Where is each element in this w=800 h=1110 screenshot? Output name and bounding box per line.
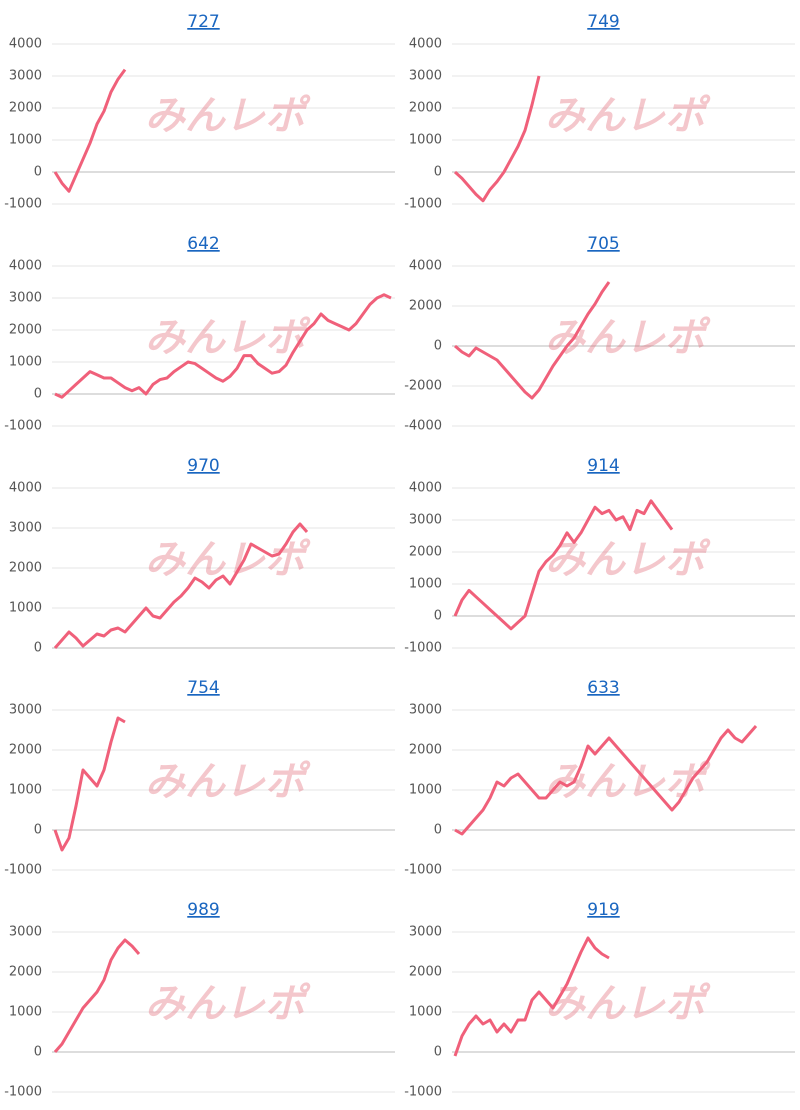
y-tick-label: 0 [434, 165, 442, 180]
y-tick-label: 2000 [9, 101, 42, 116]
y-tick-label: -1000 [404, 863, 442, 878]
y-tick-label: 2000 [409, 545, 442, 560]
line [454, 725, 758, 836]
chart-title[interactable]: 970 [187, 456, 219, 476]
y-tick-label: 3000 [9, 521, 42, 536]
line [53, 938, 141, 1053]
chart-title[interactable]: 705 [587, 234, 619, 254]
chart-panel: 914 -1000 0 1000 2000 3000 4000 みんレポ [404, 456, 795, 656]
watermark: みんレポ [145, 981, 311, 1027]
y-tick-label: -1000 [4, 863, 42, 878]
line [453, 75, 541, 203]
y-tick-label: 3000 [9, 703, 42, 718]
y-tick-label: 0 [434, 339, 442, 354]
chart-title[interactable]: 754 [187, 678, 219, 698]
y-tick-label: -1000 [404, 641, 442, 656]
y-tick-label: -1000 [404, 197, 442, 212]
chart-panel: 919 -1000 0 1000 2000 3000 みんレポ [404, 900, 795, 1100]
line [454, 281, 611, 400]
y-tick-label: 4000 [9, 481, 42, 496]
y-tick-label: 1000 [9, 601, 42, 616]
y-tick-label: 0 [34, 641, 42, 656]
y-tick-label: 1000 [409, 1005, 442, 1020]
y-tick-label: 3000 [409, 925, 442, 940]
chart-title[interactable]: 989 [187, 900, 219, 920]
y-tick-label: 4000 [9, 37, 42, 52]
watermark: みんレポ [145, 537, 311, 583]
y-tick-label: 3000 [9, 291, 42, 306]
y-tick-label: 0 [34, 387, 42, 402]
y-tick-label: -1000 [4, 197, 42, 212]
y-tick-label: 1000 [409, 783, 442, 798]
watermark: みんレポ [545, 981, 711, 1027]
y-tick-label: 0 [434, 609, 442, 624]
y-tick-label: 4000 [409, 37, 442, 52]
y-tick-label: 3000 [409, 513, 442, 528]
y-tick-label: 2000 [409, 101, 442, 116]
y-tick-label: 1000 [9, 355, 42, 370]
y-tick-label: 2000 [409, 743, 442, 758]
y-tick-label: 0 [34, 165, 42, 180]
y-tick-label: 1000 [409, 133, 442, 148]
y-tick-label: 2000 [9, 561, 42, 576]
y-tick-label: 3000 [9, 925, 42, 940]
chart-panel: 754 -1000 0 1000 2000 3000 みんレポ [4, 678, 395, 878]
y-tick-label: 4000 [409, 481, 442, 496]
line [53, 68, 127, 193]
chart-panel: 727 -1000 0 1000 2000 3000 4000 みんレポ [4, 12, 395, 212]
y-tick-label: -2000 [404, 379, 442, 394]
watermark: みんレポ [545, 537, 711, 583]
watermark: みんレポ [545, 315, 711, 361]
y-tick-label: 4000 [9, 259, 42, 274]
line [53, 716, 126, 852]
y-tick-label: 0 [34, 823, 42, 838]
chart-title[interactable]: 914 [587, 456, 619, 476]
line [54, 293, 392, 399]
y-tick-label: 0 [434, 1045, 442, 1060]
y-tick-label: 2000 [9, 743, 42, 758]
y-tick-label: 1000 [9, 783, 42, 798]
y-tick-label: 1000 [9, 133, 42, 148]
line [53, 522, 309, 649]
y-tick-label: 1000 [409, 577, 442, 592]
chart-panel: 633 -1000 0 1000 2000 3000 みんレポ [404, 678, 795, 878]
y-tick-label: 3000 [409, 69, 442, 84]
chart-title[interactable]: 919 [587, 900, 619, 920]
chart-title[interactable]: 749 [587, 12, 619, 32]
chart-panel: 642 -1000 0 1000 2000 3000 4000 みんレポ [4, 234, 395, 434]
y-tick-label: 1000 [9, 1005, 42, 1020]
y-tick-label: 0 [34, 1045, 42, 1060]
watermark: みんレポ [145, 93, 311, 139]
chart-panel: 970 0 1000 2000 3000 4000 みんレポ [9, 456, 395, 656]
y-tick-label: 4000 [409, 259, 442, 274]
chart-title[interactable]: 633 [587, 678, 619, 698]
y-tick-label: 2000 [9, 323, 42, 338]
line [453, 936, 610, 1057]
y-tick-label: 3000 [409, 703, 442, 718]
y-tick-label: -1000 [4, 1085, 42, 1100]
chart-panel: 749 -1000 0 1000 2000 3000 4000 みんレポ [404, 12, 795, 212]
y-tick-label: -1000 [404, 1085, 442, 1100]
line [453, 499, 674, 631]
chart-title[interactable]: 642 [187, 234, 219, 254]
watermark: みんレポ [145, 315, 311, 361]
y-tick-label: 2000 [409, 965, 442, 980]
watermark: みんレポ [545, 759, 711, 805]
y-tick-label: 2000 [9, 965, 42, 980]
chart-title[interactable]: 727 [187, 12, 219, 32]
y-tick-label: 2000 [409, 299, 442, 314]
y-tick-label: 3000 [9, 69, 42, 84]
watermark: みんレポ [545, 93, 711, 139]
y-tick-label: -4000 [404, 419, 442, 434]
chart-panel: 705 -4000 -2000 0 2000 4000 みんレポ [404, 234, 795, 434]
y-tick-label: -1000 [4, 419, 42, 434]
chart-panel: 989 -1000 0 1000 2000 3000 みんレポ [4, 900, 395, 1100]
watermark: みんレポ [145, 759, 311, 805]
y-tick-label: 0 [434, 823, 442, 838]
